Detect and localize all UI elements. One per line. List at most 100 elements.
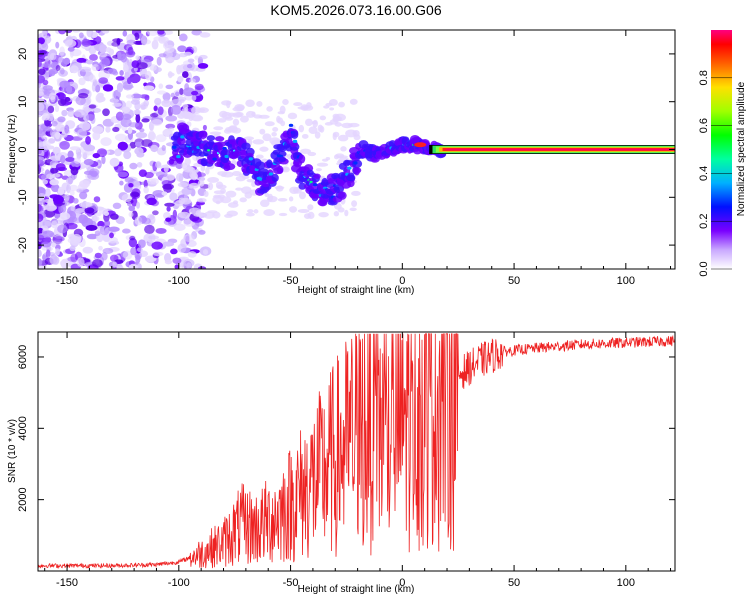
faint-blob [207,176,220,183]
noise-blob [76,128,88,139]
noise-blob [165,123,176,129]
colorbar-tick-label: 0.8 [698,70,710,85]
noise-blob [177,243,187,253]
noise-blob [191,95,197,101]
noise-blob [91,64,100,72]
faint-blob [298,191,306,200]
noise-blob [122,113,132,120]
noise-blob [136,62,148,70]
noise-blob [202,124,207,131]
noise-blob [138,216,148,223]
noise-blob [152,189,165,197]
faint-blob [245,212,255,217]
noise-blob [122,30,128,37]
faint-blob [219,110,228,118]
faint-blob [187,166,194,172]
ridge-blob [206,135,216,142]
faint-blob [266,195,278,203]
noise-blob [186,64,193,69]
noise-blob [165,115,178,122]
noise-blob [121,193,133,203]
noise-blob [41,30,48,39]
faint-blob [259,199,270,208]
noise-blob [141,118,150,123]
noise-blob [84,207,95,214]
spectrogram-y-tick-label: 20 [17,48,29,60]
ridge-blob [313,173,321,179]
faint-blob [279,105,286,114]
noise-blob [98,245,103,251]
spectrogram-y-tick-label: -20 [17,237,29,253]
noise-blob [66,183,71,194]
noise-blob [92,131,101,141]
faint-blob [203,211,215,219]
spectrogram-y-tick-label: 0 [17,146,29,152]
faint-blob [212,211,221,219]
noise-blob [131,197,138,207]
noise-blob [157,30,165,35]
noise-blob [49,255,60,265]
spectrogram-x-tick-label: 0 [399,275,405,287]
noise-blob [81,201,87,210]
noise-blob [42,179,49,185]
noise-blob [59,212,71,220]
noise-blob [170,104,182,115]
ridge-blob [291,130,299,139]
noise-blob [112,126,120,133]
noise-blob [55,131,61,140]
faint-blob [227,112,236,117]
noise-blob [119,180,124,186]
ridge-blob [278,156,286,162]
ridge-blob [346,174,356,182]
snr-y-ticks: 2000 4000 6000 [17,345,675,512]
noise-blob [128,122,140,128]
faint-blob [213,194,221,199]
faint-blob [288,206,298,213]
noise-blob [163,211,171,220]
noise-blob [38,129,46,137]
noise-blob [64,39,77,48]
noise-blob [76,57,87,63]
faint-blob [277,197,288,202]
noise-blob [87,172,100,180]
ridge-core [288,123,294,127]
noise-blob [60,155,66,164]
noise-blob [61,109,68,117]
faint-blob [351,200,358,208]
noise-blob [150,113,159,118]
noise-blob [117,171,129,178]
noise-blob [112,102,122,107]
spectrogram-x-tick-label: 50 [508,275,520,287]
colorbar-tick-label: 0.6 [698,118,710,133]
noise-blob [129,162,138,170]
noise-blob [163,164,169,173]
snr-x-tick-label: -100 [168,577,190,589]
noise-blob [130,99,141,105]
noise-blob [115,76,125,81]
noise-blob [136,247,143,252]
noise-blob [178,33,188,42]
faint-blob [205,167,210,175]
noise-blob [135,254,141,264]
ridge-core [353,161,358,165]
noise-blob [135,131,148,139]
noise-blob [164,259,173,265]
noise-blob [158,83,164,89]
ridge-core [312,183,318,187]
faint-blob [349,207,357,212]
faint-blob [266,106,273,112]
noise-blob [102,108,110,117]
noise-blob [173,223,186,232]
ridge-blob [198,130,208,139]
noise-blob [65,157,75,162]
faint-blob [213,126,224,131]
snr-panel: -150 -100 -50 0 50 100 2000 4000 6000 Height of… [7,331,676,595]
noise-blob [112,202,122,210]
faint-blob [245,99,255,108]
noise-blob [144,171,154,179]
ridge-core [176,155,181,159]
noise-blob [57,224,68,234]
noise-blob [146,178,156,185]
noise-blob [143,99,150,107]
noise-blob [89,74,96,83]
